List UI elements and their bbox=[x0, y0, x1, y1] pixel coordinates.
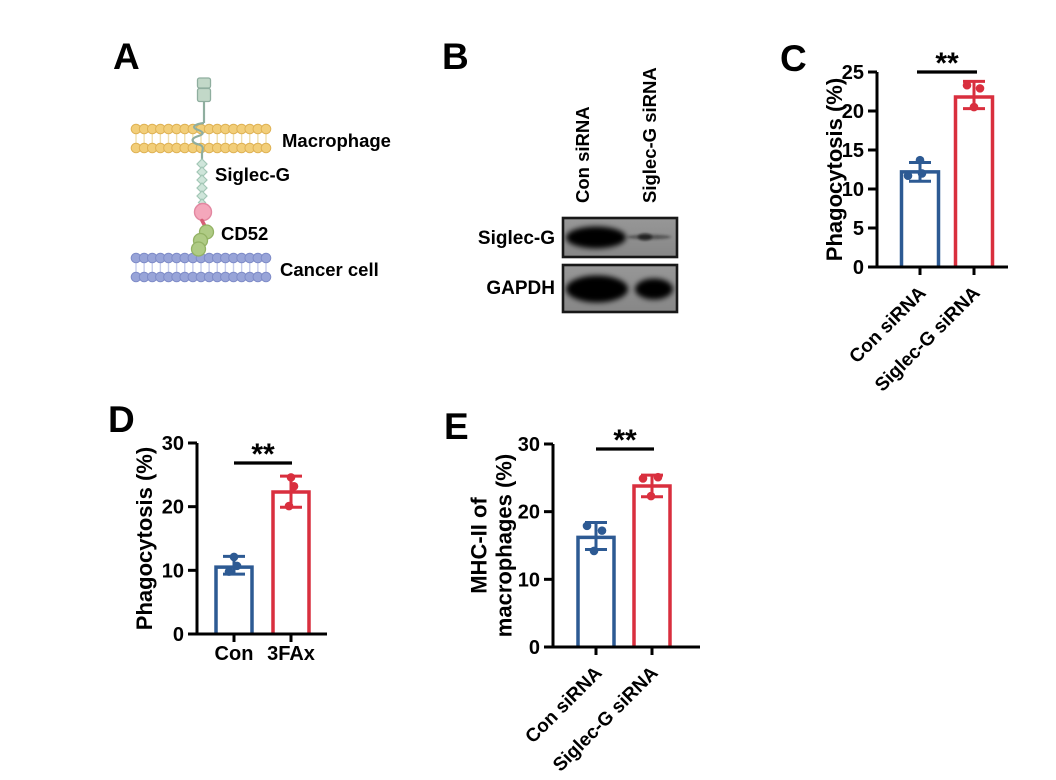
blot-strip-border bbox=[561, 263, 679, 314]
data-point bbox=[597, 526, 607, 535]
bar-con-sirna bbox=[899, 170, 941, 267]
cd52-label: CD52 bbox=[221, 223, 269, 244]
cd52-glycan-ball bbox=[190, 241, 207, 257]
y-tick-label: 0 bbox=[529, 637, 540, 659]
data-point bbox=[915, 155, 925, 165]
panel-e-letter: E bbox=[444, 406, 469, 447]
cd52-ligand bbox=[190, 202, 215, 257]
blot-strip-border bbox=[561, 216, 679, 259]
y-tick-label: 30 bbox=[162, 433, 184, 455]
data-point bbox=[289, 481, 299, 491]
panel-a-letter: A bbox=[113, 36, 140, 77]
lipid-head bbox=[260, 271, 272, 283]
significance-label: ** bbox=[251, 438, 275, 471]
cancer-cell-membrane bbox=[130, 252, 272, 283]
data-point bbox=[284, 501, 294, 511]
transmembrane-coil bbox=[191, 121, 205, 160]
siglec-g-receptor bbox=[191, 77, 212, 207]
panel-a-diagram bbox=[130, 77, 272, 283]
band-con-sirna bbox=[566, 275, 628, 303]
y-tick-label: 10 bbox=[842, 179, 864, 201]
bar-3fax bbox=[271, 490, 311, 634]
y-tick-label: 20 bbox=[518, 502, 540, 524]
y-tick-label: 30 bbox=[518, 434, 540, 456]
macrophage-label: Macrophage bbox=[282, 130, 391, 151]
blot-row-label-gapdh: GAPDH bbox=[486, 278, 555, 299]
y-tick-label: 0 bbox=[853, 257, 864, 279]
macrophage-membrane bbox=[130, 123, 272, 154]
lipid-head bbox=[260, 142, 272, 154]
y-axis-label: Phagocytosis (%) bbox=[132, 447, 157, 630]
y-tick-label: 15 bbox=[842, 140, 864, 162]
panel-d-chart: ** 0 10 20 30 Con 3FAx Phagocytosis (%) bbox=[132, 433, 327, 665]
data-point bbox=[903, 171, 913, 181]
receptor-head-top bbox=[196, 77, 212, 89]
y-axis-label: Phagocytosis (%) bbox=[822, 78, 847, 261]
bar-siglec-g-sirna bbox=[632, 484, 672, 647]
y-tick-label: 20 bbox=[162, 497, 184, 519]
lane-label-con-sirna: Con siRNA bbox=[572, 106, 593, 203]
x-tick-label-siglec-g-sirna: Siglec-G siRNA bbox=[549, 662, 663, 776]
data-point bbox=[975, 84, 985, 93]
panel-b-letter: B bbox=[442, 36, 469, 77]
data-point bbox=[653, 472, 663, 482]
y-tick-label: 20 bbox=[842, 101, 864, 123]
siglec-g-label: Siglec-G bbox=[215, 164, 291, 185]
blot-strip-siglec-g bbox=[561, 216, 679, 259]
x-tick-label-con: Con bbox=[215, 643, 254, 665]
band-siglec-g-sirna bbox=[638, 233, 652, 241]
y-axis-label: MHC-II of bbox=[467, 497, 492, 594]
band-siglec-g-sirna bbox=[635, 278, 673, 300]
data-point bbox=[646, 491, 656, 501]
data-point bbox=[917, 169, 927, 178]
lane-label-siglec-g-sirna: Siglec-G siRNA bbox=[639, 67, 660, 203]
receptor-head-bottom bbox=[196, 87, 212, 103]
y-tick-label: 5 bbox=[853, 218, 864, 240]
band-con-sirna bbox=[566, 226, 626, 249]
data-point bbox=[589, 546, 599, 556]
data-point bbox=[286, 473, 296, 482]
y-tick-label: 0 bbox=[173, 624, 184, 646]
cancer-cell-label: Cancer cell bbox=[280, 259, 379, 280]
data-point bbox=[969, 102, 979, 112]
y-tick-label: 10 bbox=[162, 560, 184, 582]
y-tick-label: 25 bbox=[842, 62, 864, 84]
x-tick-label-3fax: 3FAx bbox=[267, 643, 315, 665]
y-axis-label: macrophages (%) bbox=[492, 454, 517, 637]
bar-con bbox=[214, 565, 254, 634]
panel-d-letter: D bbox=[108, 399, 135, 440]
data-point bbox=[962, 80, 972, 90]
sialic-acid-ball bbox=[193, 202, 213, 222]
lipid-head bbox=[260, 123, 272, 135]
lipid-head bbox=[260, 252, 272, 264]
data-point bbox=[582, 521, 592, 531]
data-point bbox=[229, 552, 239, 562]
bar-siglec-g-sirna bbox=[953, 95, 995, 267]
blot-strip-gapdh bbox=[561, 263, 679, 314]
significance-label: ** bbox=[613, 424, 637, 457]
data-point bbox=[638, 474, 648, 483]
significance-label: ** bbox=[935, 47, 959, 80]
data-point bbox=[232, 561, 242, 571]
panel-c-letter: C bbox=[780, 38, 807, 79]
panel-b-blot bbox=[561, 216, 679, 314]
data-point bbox=[224, 567, 234, 576]
blot-row-label-siglec-g: Siglec-G bbox=[477, 228, 555, 249]
y-tick-label: 10 bbox=[518, 569, 540, 591]
